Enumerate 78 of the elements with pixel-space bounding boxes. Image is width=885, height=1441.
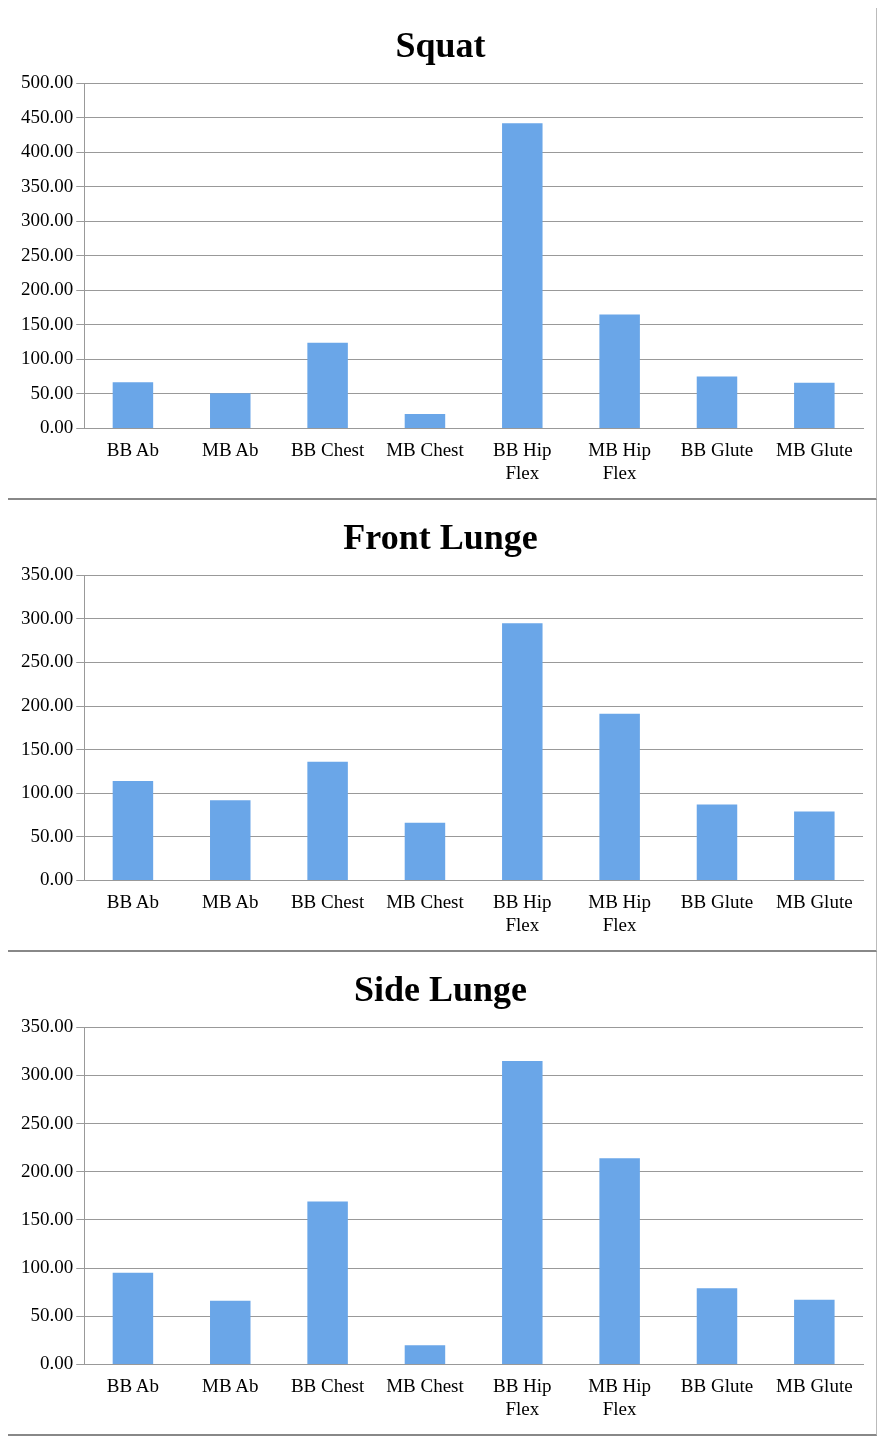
bar bbox=[112, 382, 154, 428]
y-tick-label: 150.00 bbox=[21, 312, 74, 334]
bar bbox=[210, 1300, 251, 1364]
x-tick-label: MB Hip Flex bbox=[588, 1374, 652, 1419]
y-tick-label: 0.00 bbox=[40, 868, 74, 890]
y-tick-label: 150.00 bbox=[21, 737, 74, 759]
bar bbox=[307, 1201, 348, 1364]
y-tick-label: 300.00 bbox=[21, 606, 74, 628]
bar bbox=[112, 780, 154, 880]
y-tick-label: 350.00 bbox=[21, 174, 74, 196]
x-tick-label: MB Glute bbox=[776, 438, 853, 460]
x-tick-label: BB Ab bbox=[106, 438, 160, 460]
y-tick-label: 200.00 bbox=[21, 1159, 74, 1181]
x-tick-label: BB Glute bbox=[680, 438, 754, 460]
y-tick-label: 500.00 bbox=[21, 71, 74, 93]
chart-title: Squat bbox=[395, 24, 486, 65]
y-tick-label: 250.00 bbox=[21, 1111, 74, 1133]
bar bbox=[696, 804, 738, 880]
y-tick-label: 150.00 bbox=[21, 1207, 74, 1229]
bar bbox=[502, 623, 543, 880]
y-tick-label: 350.00 bbox=[21, 1015, 74, 1037]
bar bbox=[404, 413, 446, 428]
bar bbox=[794, 811, 835, 880]
x-tick-label: BB Chest bbox=[290, 1374, 366, 1396]
x-tick-label: MB Ab bbox=[202, 1374, 259, 1396]
y-tick-label: 200.00 bbox=[21, 278, 74, 300]
y-tick-label: 250.00 bbox=[21, 650, 74, 672]
bar bbox=[502, 123, 543, 428]
x-tick-label: BB Hip Flex bbox=[492, 1374, 552, 1419]
x-tick-label: BB Hip Flex bbox=[492, 438, 552, 483]
bar bbox=[404, 822, 446, 880]
y-tick-label: 250.00 bbox=[21, 243, 74, 265]
y-tick-label: 100.00 bbox=[21, 781, 74, 803]
y-tick-label: 200.00 bbox=[21, 693, 74, 715]
y-tick-label: 350.00 bbox=[21, 563, 74, 585]
x-tick-label: MB Hip Flex bbox=[588, 438, 652, 483]
bar bbox=[210, 800, 251, 880]
y-tick-label: 400.00 bbox=[21, 140, 74, 162]
y-tick-label: 300.00 bbox=[21, 209, 74, 231]
x-tick-label: MB Ab bbox=[202, 438, 259, 460]
bar bbox=[112, 1272, 154, 1364]
x-tick-label: MB Glute bbox=[776, 1374, 853, 1396]
y-tick-label: 450.00 bbox=[21, 105, 74, 127]
y-tick-label: 100.00 bbox=[21, 1256, 74, 1278]
x-tick-label: MB Glute bbox=[776, 890, 853, 912]
bar bbox=[210, 393, 251, 428]
bar bbox=[502, 1060, 543, 1364]
x-tick-label: MB Chest bbox=[386, 438, 465, 460]
bar bbox=[404, 1345, 446, 1364]
bar bbox=[794, 382, 835, 428]
bar bbox=[307, 761, 348, 880]
y-tick-label: 0.00 bbox=[40, 416, 74, 438]
y-tick-label: 50.00 bbox=[30, 1304, 74, 1326]
x-tick-label: BB Ab bbox=[106, 1374, 160, 1396]
bar bbox=[599, 1158, 640, 1364]
x-tick-label: BB Chest bbox=[290, 890, 366, 912]
chart-title: Front Lunge bbox=[343, 516, 538, 557]
y-tick-label: 0.00 bbox=[40, 1352, 74, 1374]
x-tick-label: BB Ab bbox=[106, 890, 160, 912]
bar bbox=[794, 1299, 835, 1364]
y-tick-label: 300.00 bbox=[21, 1063, 74, 1085]
y-tick-label: 100.00 bbox=[21, 347, 74, 369]
x-tick-label: MB Chest bbox=[386, 1374, 465, 1396]
y-tick-label: 50.00 bbox=[30, 381, 74, 403]
chart-title: Side Lunge bbox=[353, 968, 528, 1009]
bar bbox=[307, 342, 348, 428]
x-tick-label: BB Chest bbox=[290, 438, 366, 460]
x-tick-label: MB Chest bbox=[386, 890, 465, 912]
x-tick-label: MB Ab bbox=[202, 890, 259, 912]
x-tick-label: BB Glute bbox=[680, 890, 754, 912]
x-tick-label: BB Glute bbox=[680, 1374, 754, 1396]
x-tick-label: MB Hip Flex bbox=[588, 890, 652, 935]
bar bbox=[599, 713, 640, 880]
bar bbox=[696, 376, 738, 428]
y-tick-label: 50.00 bbox=[30, 824, 74, 846]
bar bbox=[599, 314, 640, 428]
x-tick-label: BB Hip Flex bbox=[492, 890, 552, 935]
bar bbox=[696, 1288, 738, 1364]
